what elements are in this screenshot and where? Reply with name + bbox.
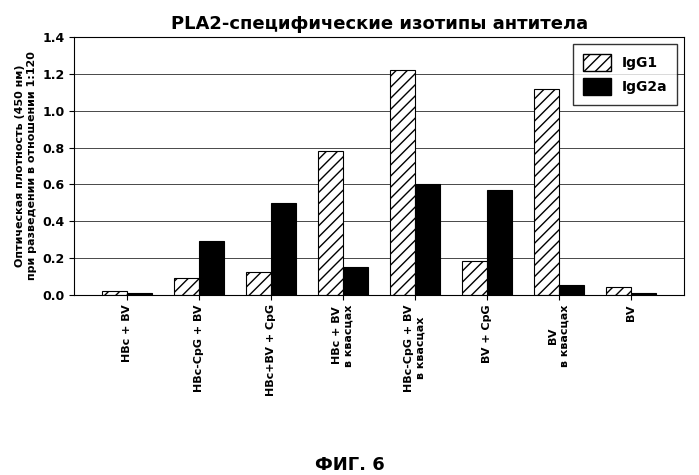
Bar	[271, 203, 296, 294]
Y-axis label: Оптическая плотность (450 нм)
при разведении в отношении 1:120: Оптическая плотность (450 нм) при развед…	[15, 51, 36, 280]
Bar	[487, 190, 512, 294]
Bar	[631, 293, 656, 294]
Text: ФИГ. 6: ФИГ. 6	[315, 456, 384, 474]
Bar	[534, 89, 559, 294]
Bar	[318, 151, 343, 294]
Legend: IgG1, IgG2a: IgG1, IgG2a	[573, 44, 677, 104]
Bar	[559, 285, 584, 294]
Bar	[415, 184, 440, 294]
Bar	[246, 273, 271, 294]
Bar	[174, 278, 199, 294]
Bar	[462, 261, 487, 294]
Bar	[390, 70, 415, 294]
Title: PLA2-специфические изотипы антитела: PLA2-специфические изотипы антитела	[171, 15, 588, 33]
Bar	[606, 287, 631, 294]
Bar	[127, 293, 152, 294]
Bar	[102, 291, 127, 294]
Bar	[343, 267, 368, 294]
Bar	[199, 241, 224, 294]
